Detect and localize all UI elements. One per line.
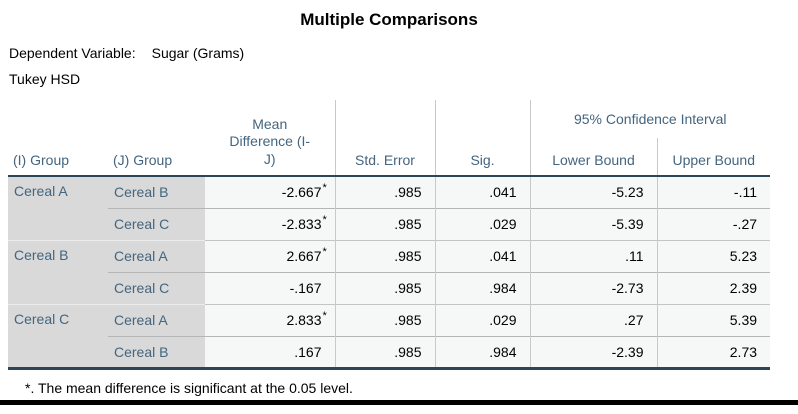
mean-difference-line-1: Mean: [252, 115, 288, 132]
dependent-variable-line: Dependent Variable: Sugar (Grams): [9, 45, 244, 61]
i-group-cell: Cereal B: [8, 239, 108, 304]
j-group-cell: Cereal A: [108, 303, 205, 336]
mean-difference-cell: -2.833*: [205, 207, 335, 240]
i-group-cell: Cereal C: [8, 303, 108, 370]
i-group-cell: Cereal A: [8, 176, 108, 240]
lower-bound-cell: .11: [529, 239, 657, 272]
dependent-variable-label: Dependent Variable:: [9, 45, 136, 61]
lower-bound-cell: .27: [529, 303, 657, 336]
col-header-std-error: Std. Error: [334, 100, 435, 177]
upper-bound-cell: 2.73: [656, 335, 771, 370]
j-group-cell: Cereal B: [108, 176, 205, 208]
col-header-sig: Sig.: [434, 100, 530, 177]
multiple-comparisons-table: (I) Group (J) Group Mean Difference (I- …: [8, 100, 771, 370]
sig-cell: .029: [434, 207, 530, 240]
upper-bound-cell: -.27: [656, 207, 771, 240]
sig-cell: .041: [434, 239, 530, 272]
header-row-top: (I) Group (J) Group Mean Difference (I- …: [8, 100, 771, 177]
mean-difference-value: 2.667: [286, 248, 322, 264]
method-label: Tukey HSD: [9, 71, 81, 87]
table-row: Cereal C -2.833* .985 .029 -5.39 -.27: [8, 207, 771, 240]
upper-bound-cell: 2.39: [656, 271, 771, 304]
table-row: Cereal B Cereal A 2.667* .985 .041 .11 5…: [8, 239, 771, 304]
table-row: Cereal A Cereal B -2.667* .985 .041 -5.2…: [8, 176, 771, 240]
lower-bound-cell: -2.39: [529, 335, 657, 370]
sig-cell: .029: [434, 303, 530, 336]
lower-bound-cell: -5.39: [529, 207, 657, 240]
std-error-cell: .985: [334, 207, 435, 240]
mean-difference-cell: 2.667*: [205, 239, 335, 272]
significance-footnote: *. The mean difference is significant at…: [25, 380, 353, 396]
sig-cell: .984: [434, 271, 530, 304]
mean-difference-cell: -.167: [205, 271, 335, 304]
j-group-cell: Cereal B: [108, 335, 205, 370]
col-header-confidence-interval: 95% Confidence Interval: [529, 100, 771, 138]
lower-bound-cell: -2.73: [529, 271, 657, 304]
mean-difference-value: -2.833: [281, 216, 322, 232]
mean-difference-value: 2.833: [286, 312, 322, 328]
upper-bound-cell: -.11: [656, 176, 771, 208]
mean-difference-line-2: Difference (I-: [229, 133, 311, 149]
bottom-rule: [0, 400, 798, 405]
sig-cell: .984: [434, 335, 530, 370]
std-error-cell: .985: [334, 303, 435, 336]
col-header-mean-difference: Mean Difference (I- J): [205, 100, 335, 177]
lower-bound-cell: -5.23: [529, 176, 657, 208]
mean-difference-cell: 2.833*: [205, 303, 335, 336]
sig-cell: .041: [434, 176, 530, 208]
table-row: Cereal B .167 .985 .984 -2.39 2.73: [8, 335, 771, 370]
j-group-cell: Cereal C: [108, 207, 205, 240]
table-row: Cereal C Cereal A 2.833* .985 .029 .27 5…: [8, 303, 771, 370]
mean-difference-cell: -2.667*: [205, 176, 335, 208]
mean-difference-value: .167: [294, 343, 322, 360]
upper-bound-cell: 5.39: [656, 303, 771, 336]
std-error-cell: .985: [334, 239, 435, 272]
header-row-bottom: Lower Bound Upper Bound: [8, 138, 771, 177]
dependent-variable-value: Sugar (Grams): [151, 45, 245, 61]
std-error-cell: .985: [334, 335, 435, 370]
col-header-i-group: (I) Group: [8, 100, 108, 177]
j-group-cell: Cereal A: [108, 239, 205, 272]
table-title: Multiple Comparisons: [300, 10, 478, 29]
std-error-cell: .985: [334, 271, 435, 304]
upper-bound-cell: 5.23: [656, 239, 771, 272]
mean-difference-cell: .167: [205, 335, 335, 370]
mean-difference-value: -.167: [289, 280, 322, 296]
col-header-upper-bound: Upper Bound: [656, 138, 771, 177]
j-group-cell: Cereal C: [108, 271, 205, 304]
mean-difference-line-3: J): [263, 150, 276, 167]
table-row: Cereal C -.167 .985 .984 -2.73 2.39: [8, 271, 771, 304]
mean-difference-value: -2.667: [281, 184, 322, 201]
std-error-cell: .985: [334, 176, 435, 208]
col-header-lower-bound: Lower Bound: [529, 138, 657, 177]
col-header-j-group: (J) Group: [108, 100, 205, 177]
